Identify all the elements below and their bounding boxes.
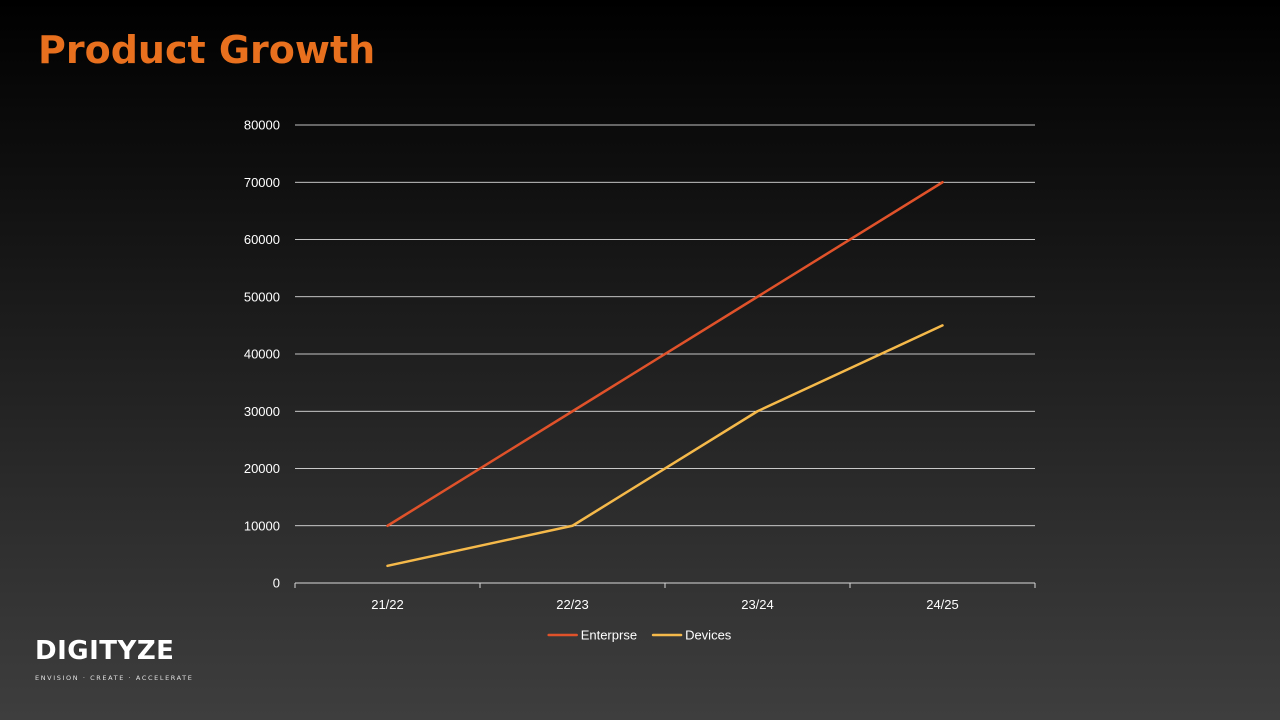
series-line-devices	[386, 324, 944, 568]
slide-title: Product Growth	[38, 28, 376, 72]
logo-wordmark: DIGITYZE	[35, 636, 175, 666]
legend-label: Devices	[685, 628, 732, 643]
y-tick-label: 40000	[244, 347, 280, 362]
y-tick-label: 30000	[244, 404, 280, 419]
gridlines	[295, 124, 1035, 527]
x-axis-tick-labels: 21/22 22/23 23/24 24/25	[371, 597, 959, 612]
y-tick-label: 70000	[244, 175, 280, 190]
y-tick-label: 20000	[244, 461, 280, 476]
x-tick-label: 22/23	[556, 597, 589, 612]
y-axis-tick-labels: 0 10000 20000 30000 40000 50000 60000 70000 8000…	[244, 118, 280, 591]
x-axis	[294, 582, 1036, 588]
y-tick-label: 0	[273, 576, 280, 591]
x-tick-label: 23/24	[741, 597, 774, 612]
legend-label: Enterprse	[581, 628, 637, 643]
y-tick-label: 60000	[244, 232, 280, 247]
x-tick-label: 24/25	[926, 597, 959, 612]
series-lines	[386, 181, 944, 568]
series-line-enterprse	[386, 181, 944, 527]
x-tick-label: 21/22	[371, 597, 404, 612]
y-tick-label: 80000	[244, 118, 280, 133]
y-tick-label: 10000	[244, 518, 280, 533]
company-logo: DIGITYZE ENVISION · CREATE · ACCELERATE	[35, 636, 194, 682]
logo-tagline: ENVISION · CREATE · ACCELERATE	[35, 674, 194, 682]
legend: Enterprse Devices	[547, 628, 732, 643]
y-tick-label: 50000	[244, 289, 280, 304]
